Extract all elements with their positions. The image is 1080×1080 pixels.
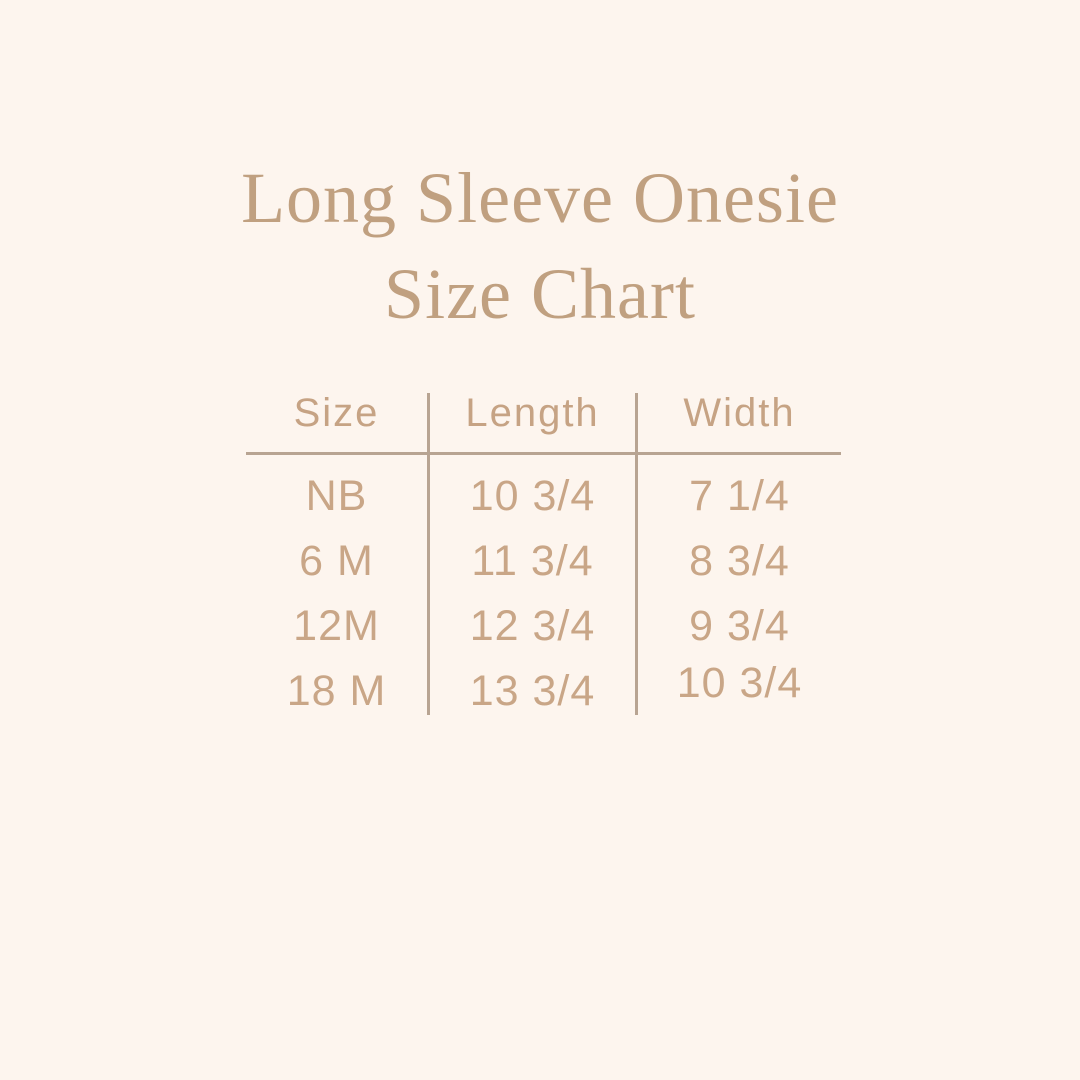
size-value: NB <box>305 472 368 520</box>
table-cell-width-6m: 8 3/4 <box>638 520 841 585</box>
size-value: 6 M <box>299 537 374 585</box>
table-cell-width-nb: 7 1/4 <box>638 455 841 520</box>
page-title-line-2: Size Chart <box>384 254 696 334</box>
table-cell-size-18m: 18 M <box>246 650 427 715</box>
column-header-width-label: Width <box>683 391 796 435</box>
size-value: 18 M <box>286 667 387 715</box>
table-cell-length-12m: 12 3/4 <box>427 585 638 650</box>
page-title: Long Sleeve Onesie Size Chart <box>0 150 1080 342</box>
width-value: 7 1/4 <box>689 472 790 520</box>
length-value: 11 3/4 <box>471 537 594 585</box>
width-value: 8 3/4 <box>689 537 790 585</box>
width-value: 10 3/4 <box>676 659 803 707</box>
page-title-line-1: Long Sleeve Onesie <box>241 158 839 238</box>
column-header-size: Size <box>246 391 427 455</box>
table-cell-size-nb: NB <box>246 455 427 520</box>
column-header-length: Length <box>427 391 638 455</box>
table-cell-length-6m: 11 3/4 <box>427 520 638 585</box>
table-cell-width-18m: 10 3/4 <box>638 650 841 715</box>
column-header-size-label: Size <box>293 391 380 435</box>
column-header-length-label: Length <box>465 391 600 435</box>
table-cell-size-6m: 6 M <box>246 520 427 585</box>
size-value: 12M <box>293 602 380 650</box>
table-cell-length-nb: 10 3/4 <box>427 455 638 520</box>
length-value: 13 3/4 <box>469 667 596 715</box>
column-header-width: Width <box>638 391 841 455</box>
size-chart-table: Size Length Width NB 10 3/4 7 1/4 6 M 11… <box>246 391 841 715</box>
table-cell-size-12m: 12M <box>246 585 427 650</box>
length-value: 10 3/4 <box>469 472 596 520</box>
width-value: 9 3/4 <box>689 602 790 650</box>
length-value: 12 3/4 <box>469 602 596 650</box>
table-cell-length-18m: 13 3/4 <box>427 650 638 715</box>
table-cell-width-12m: 9 3/4 <box>638 585 841 650</box>
